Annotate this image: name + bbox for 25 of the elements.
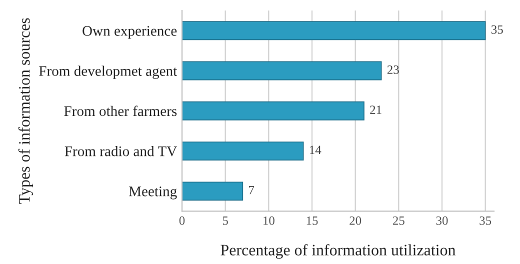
data-label: 7: [249, 186, 254, 194]
x-tick-label: 25: [392, 216, 404, 225]
data-label: 23: [387, 65, 399, 74]
x-tick-label: 5: [222, 216, 228, 225]
x-tick-label: 20: [350, 216, 362, 225]
data-label: 35: [491, 25, 503, 34]
y-axis-title: Types of information sources: [18, 18, 34, 204]
data-label: 14: [310, 146, 322, 154]
bar: [182, 142, 304, 160]
bar: [182, 21, 486, 40]
data-label: 21: [370, 106, 382, 114]
x-tick-label: 15: [306, 216, 318, 225]
y-tick-label: Own experience: [82, 26, 177, 39]
y-tick-label: From developmet agent: [39, 66, 178, 79]
y-tick-label: Meeting: [128, 186, 177, 200]
y-tick-label: From other farmers: [64, 106, 177, 116]
x-tick-label: 0: [179, 216, 185, 225]
x-tick-label: 30: [436, 216, 448, 225]
y-tick-label: From radio and TV: [64, 146, 177, 156]
x-tick-label: 35: [480, 216, 492, 225]
bar: [182, 101, 364, 120]
x-tick-label: 10: [264, 216, 274, 225]
bar: [182, 182, 244, 201]
bar: [182, 61, 382, 80]
x-axis-title: Percentage of information utilization: [220, 244, 456, 259]
